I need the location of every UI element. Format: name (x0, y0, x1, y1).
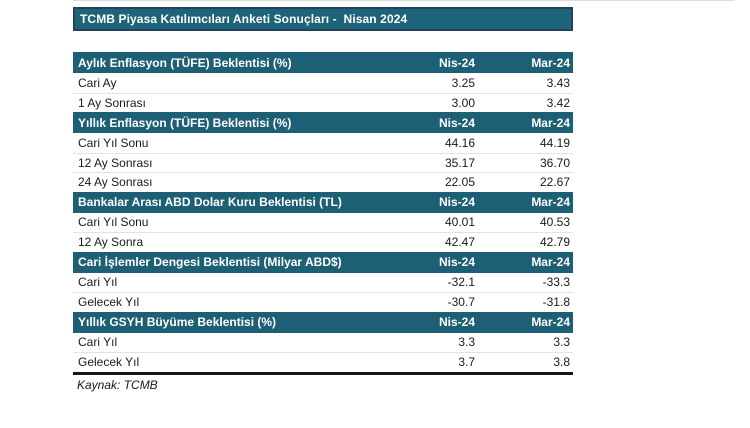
row-value: 40.53 (539, 215, 570, 230)
row-label: 12 Ay Sonrası (78, 155, 153, 170)
section-header: Aylık Enflasyon (TÜFE) Beklentisi (%) Nis… (73, 52, 573, 73)
column-header: Mar-24 (531, 115, 570, 130)
table-row: 12 Ay Sonra 42.47 42.79 (73, 232, 573, 252)
section-title: Bankalar Arası ABD Dolar Kuru Beklentisi… (78, 195, 342, 209)
table-row: Gelecek Yıl 3.7 3.8 (73, 352, 573, 372)
section-header: Cari İşlemler Dengesi Beklentisi (Milyar… (73, 251, 573, 273)
row-value: -33.3 (542, 275, 570, 290)
table-row: 24 Ay Sonrası 22.05 22.67 (73, 172, 573, 192)
row-value: 3.25 (451, 75, 475, 90)
section-header: Bankalar Arası ABD Dolar Kuru Beklentisi… (73, 191, 573, 213)
source-note: Kaynak: TCMB (77, 378, 158, 392)
row-label: Gelecek Yıl (78, 295, 140, 310)
section-title: Yıllık GSYH Büyüme Beklentisi (%) (78, 315, 277, 329)
top-edge-line (73, 0, 735, 1)
column-header: Mar-24 (531, 255, 570, 269)
table-row: Cari Yıl -32.1 -33.3 (73, 272, 573, 292)
row-value: 22.05 (444, 175, 475, 190)
row-label: Cari Yıl Sonu (78, 135, 149, 150)
row-value: 35.17 (444, 155, 475, 170)
row-value: 3.42 (546, 95, 570, 110)
row-value: 40.01 (444, 215, 475, 230)
row-label: Gelecek Yıl (78, 355, 140, 370)
survey-results-table: Aylık Enflasyon (TÜFE) Beklentisi (%) Nis… (73, 52, 573, 375)
row-value: 3.43 (546, 75, 570, 90)
table-row: Cari Yıl Sonu 44.16 44.19 (73, 133, 573, 153)
row-value: -31.8 (542, 295, 570, 310)
section-header: Yıllık Enflasyon (TÜFE) Beklentisi (%) Ni… (73, 112, 573, 133)
row-value: 22.67 (539, 175, 570, 190)
column-header: Nis-24 (438, 255, 475, 269)
row-value: 3.7 (458, 355, 475, 370)
row-value: 44.16 (444, 135, 475, 150)
row-value: 44.19 (539, 135, 570, 150)
column-header: Mar-24 (531, 195, 570, 209)
table-row: Cari Ay 3.25 3.43 (73, 73, 573, 93)
row-label: Cari Ay (78, 75, 117, 90)
report-title-bar: TCMB Piyasa Katılımcıları Anketi Sonuçla… (73, 7, 573, 31)
row-value: 3.3 (458, 335, 475, 350)
column-header: Nis-24 (438, 55, 475, 70)
row-label: 1 Ay Sonrası (78, 95, 146, 110)
report-title: TCMB Piyasa Katılımcıları Anketi Sonuçla… (80, 12, 408, 26)
row-label: 12 Ay Sonra (78, 235, 144, 250)
row-value: 3.8 (553, 355, 570, 370)
row-value: 36.70 (539, 155, 570, 170)
column-header: Nis-24 (438, 115, 475, 130)
row-value: 3.3 (553, 335, 570, 350)
row-value: 42.79 (539, 235, 570, 250)
table-row: Gelecek Yıl -30.7 -31.8 (73, 292, 573, 312)
table-row: Cari Yıl Sonu 40.01 40.53 (73, 212, 573, 232)
table-row: Cari Yıl 3.3 3.3 (73, 332, 573, 352)
table-row: 1 Ay Sonrası 3.00 3.42 (73, 92, 573, 112)
row-label: Cari Yıl (78, 275, 118, 290)
column-header: Nis-24 (438, 195, 475, 209)
column-header: Mar-24 (531, 55, 570, 70)
column-header: Mar-24 (531, 315, 570, 329)
section-title: Cari İşlemler Dengesi Beklentisi (Milyar… (78, 255, 342, 269)
row-value: -32.1 (447, 275, 475, 290)
section-header: Yıllık GSYH Büyüme Beklentisi (%) Nis-24 M… (73, 311, 573, 333)
row-value: 42.47 (444, 235, 475, 250)
row-label: 24 Ay Sonrası (78, 175, 153, 190)
section-title: Aylık Enflasyon (TÜFE) Beklentisi (%) (78, 55, 292, 70)
section-title: Yıllık Enflasyon (TÜFE) Beklentisi (%) (78, 115, 292, 130)
table-row: 12 Ay Sonrası 35.17 36.70 (73, 152, 573, 172)
row-label: Cari Yıl Sonu (78, 215, 149, 230)
column-header: Nis-24 (438, 315, 475, 329)
row-value: -30.7 (447, 295, 475, 310)
row-label: Cari Yıl (78, 335, 118, 350)
row-value: 3.00 (451, 95, 475, 110)
